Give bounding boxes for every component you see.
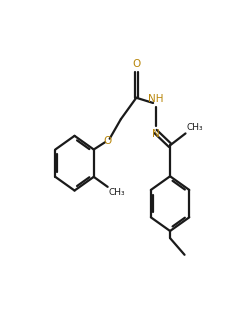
Text: CH₃: CH₃ — [186, 123, 203, 132]
Text: O: O — [132, 59, 140, 69]
Text: CH₃: CH₃ — [108, 188, 125, 197]
Text: NH: NH — [148, 94, 163, 104]
Text: O: O — [103, 136, 112, 146]
Text: N: N — [152, 129, 159, 139]
